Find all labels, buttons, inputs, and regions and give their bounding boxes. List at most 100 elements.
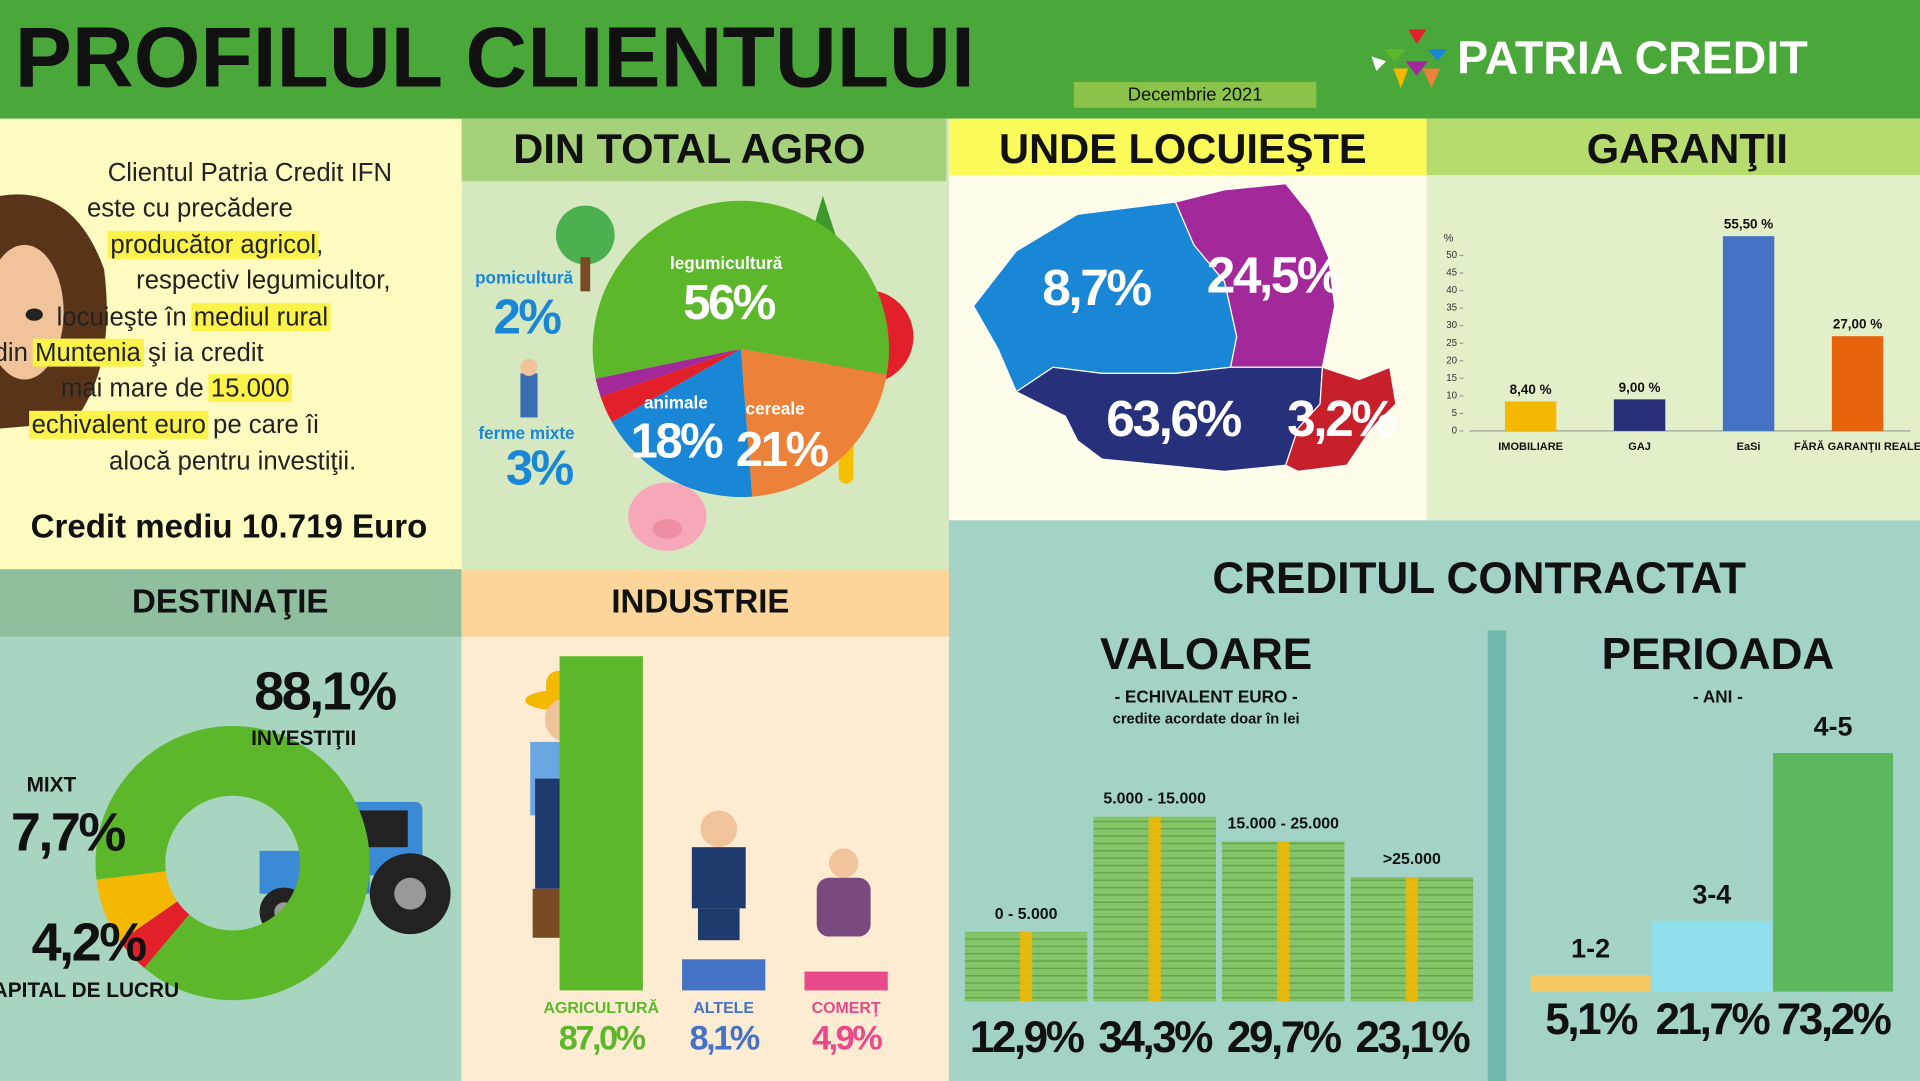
value-label: 4,2% [32,913,147,973]
dest-head [0,569,462,637]
y-tick-label: 15 [1446,373,1457,384]
value-label: 12,9% [970,1013,1085,1062]
category-label: INVESTIŢII [251,727,356,750]
bar [1773,753,1894,992]
money-band [1405,876,1418,1002]
value-label: 7,7% [11,802,126,862]
y-tick-label: 25 [1446,338,1457,349]
y-tick-label: 35 [1446,303,1457,314]
value-label: 34,3% [1098,1013,1213,1062]
value-label: 4,9% [812,1020,882,1058]
highlight [29,410,209,439]
bar [1722,236,1775,431]
pie-slice [96,871,178,942]
logo-icon [1371,29,1448,89]
intro-line: din [0,339,35,367]
category-label: MIXT [27,773,77,796]
value-label: 24,5% [1207,246,1342,304]
value-label: 8,1% [690,1020,760,1058]
category-label: animale [644,393,708,413]
category-label: COMERŢ [812,1000,881,1017]
chart-title: UNDE LOCUIEŞTE [999,125,1367,172]
category-label: ALTELE [693,1000,754,1017]
value-label: 23,1% [1355,1013,1470,1062]
pie-slice [611,348,753,498]
category-label: legumicultură [670,253,783,273]
logo: PATRIA CREDIT [1457,31,1808,83]
money-band [1148,816,1161,1002]
agro-head [461,118,947,182]
intro-line: locuieşte în [57,303,194,331]
ind-head [461,569,949,637]
intro-line: respectiv legumicultor, [136,266,390,294]
date: Decembrie 2021 [1128,83,1263,104]
highlight [107,230,319,259]
value-label: 3,2% [1287,389,1396,447]
chart-title: DIN TOTAL AGRO [513,125,865,172]
bar [1651,920,1772,992]
value-label: 55,50 % [1724,217,1773,232]
map-head [948,118,1427,176]
category-label: 0 - 5.000 [995,906,1058,923]
intro-highlight: mediul rural [194,303,328,331]
bar [1831,336,1884,431]
y-tick-label: 50 [1446,250,1457,261]
chart-subtitle: - ECHIVALENT EURO - [1114,686,1298,706]
intro-line: mai mare de [61,374,211,402]
bar [804,971,888,991]
bar [1613,399,1666,431]
money-band [1277,841,1290,1002]
category-label: 3-4 [1692,880,1731,910]
pie-slice [595,348,741,397]
chart-title: VALOARE [1100,630,1312,679]
gar-bg [1426,118,1920,521]
intro-line: pe care îi [206,411,319,439]
intro-highlight: 15.000 [211,374,290,402]
intro-line: şi ia credit [141,339,264,367]
intro-text: Clientul Patria Credit IFN este cu precă… [0,159,399,476]
category-label: cereale [746,399,805,419]
value-label: 63,6% [1106,389,1241,447]
pie-slice [740,348,887,497]
intro-highlight: echivalent euro [32,411,206,439]
chart-title: DESTINAŢIE [132,583,328,620]
category-label: FĂRĂ GARANŢII REALE [1794,440,1920,453]
pie-slice [119,901,190,968]
category-label: IMOBILIARE [1498,441,1563,453]
value-label: 29,7% [1227,1013,1342,1062]
y-tick-label: 20 [1446,355,1457,366]
money-band [1020,931,1033,1002]
category-label: pomicultură [475,268,573,288]
map-region [1284,366,1397,472]
y-tick-label: 10 [1446,390,1457,401]
gar-head [1426,118,1920,176]
value-label: 21% [736,423,829,477]
value-label: 2% [494,291,562,345]
intro-line: Clientul Patria Credit IFN [108,159,392,187]
pie-slice [95,725,370,1001]
category-label: 4-5 [1814,712,1853,742]
value-label: 5,1% [1545,995,1638,1044]
category-label: 5.000 - 15.000 [1103,791,1206,808]
pie-slice [592,200,889,379]
category-label: ferme mixte [478,423,574,443]
value-label: 3% [506,441,574,495]
highlight [208,374,292,403]
y-axis-label: % [1444,233,1454,245]
intro-line: este cu precădere [87,194,293,222]
value-label: 27,00 % [1833,317,1882,332]
intro-highlight: Muntenia [35,339,141,367]
page-title: PROFILUL CLIENTULUI [15,9,975,105]
bar [1504,401,1557,431]
category-label: CAPITAL DE LUCRU [0,979,179,1002]
category-label: 15.000 - 25.000 [1228,816,1340,833]
value-label: 73,2% [1777,995,1892,1044]
pie-slice [600,348,741,423]
section-title: CREDITUL CONTRACTAT [1212,554,1746,603]
value-label: 8,40 % [1510,382,1552,397]
y-tick-label: 40 [1446,285,1457,296]
highlight [32,338,144,367]
intro-line: alocă pentru investiţii. [109,448,356,476]
